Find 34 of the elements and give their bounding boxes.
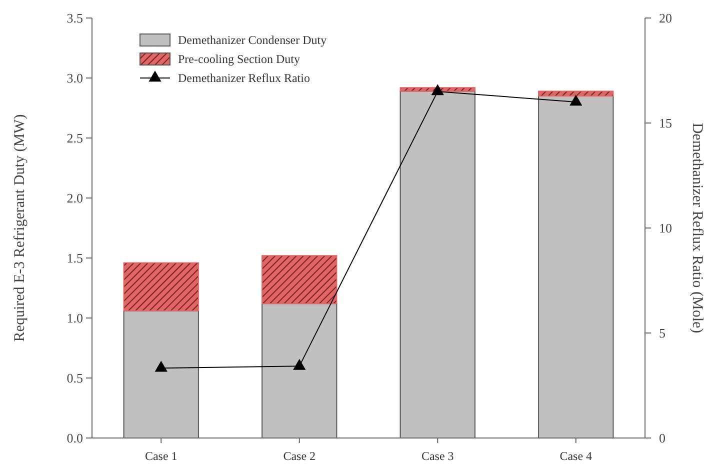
y2-tick-label: 15 [659, 116, 672, 131]
y-tick-label: 2.0 [66, 190, 83, 206]
y-tick-label: 1.5 [66, 250, 83, 266]
y-tick-label: 1.0 [66, 310, 83, 326]
bar [538, 96, 614, 438]
y2-tick-label: 5 [659, 326, 666, 341]
bar [123, 310, 199, 438]
y2-tick-label: 0 [659, 430, 666, 446]
y-tick-label: 3.0 [66, 70, 83, 86]
y-axis-title: Required E-3 Refrigerant Duty (MW) [12, 114, 28, 342]
point [154, 360, 168, 372]
bar [262, 303, 338, 438]
legend-label: Pre-cooling Section Duty [178, 52, 300, 66]
bar [262, 255, 338, 304]
y-tick-label: 0.5 [66, 370, 83, 386]
x-tick-label: Case 1 [144, 449, 178, 463]
x-tick-label: Case 3 [421, 449, 454, 463]
y-tick-label: 2.5 [66, 130, 83, 146]
point [293, 358, 306, 370]
y2-axis-title: Demethanizer Reflux Ratio (Mole) [689, 122, 705, 334]
legend-label: Demethanizer Condenser Duty [178, 33, 327, 48]
point [431, 84, 444, 96]
y-tick-label: 0.0 [66, 430, 83, 446]
bar [538, 90, 614, 96]
bar [400, 90, 476, 438]
y2-tick-label: 20 [659, 10, 672, 26]
bar [400, 87, 476, 92]
x-tick-label: Case 4 [560, 449, 592, 463]
x-tick-label: Case 2 [283, 449, 316, 463]
bar [123, 262, 199, 312]
legend-label: Demethanizer Reflux Ratio [178, 71, 310, 86]
y2-tick-label: 10 [659, 220, 672, 236]
point [570, 94, 582, 106]
y-tick-label: 3.5 [66, 10, 83, 26]
